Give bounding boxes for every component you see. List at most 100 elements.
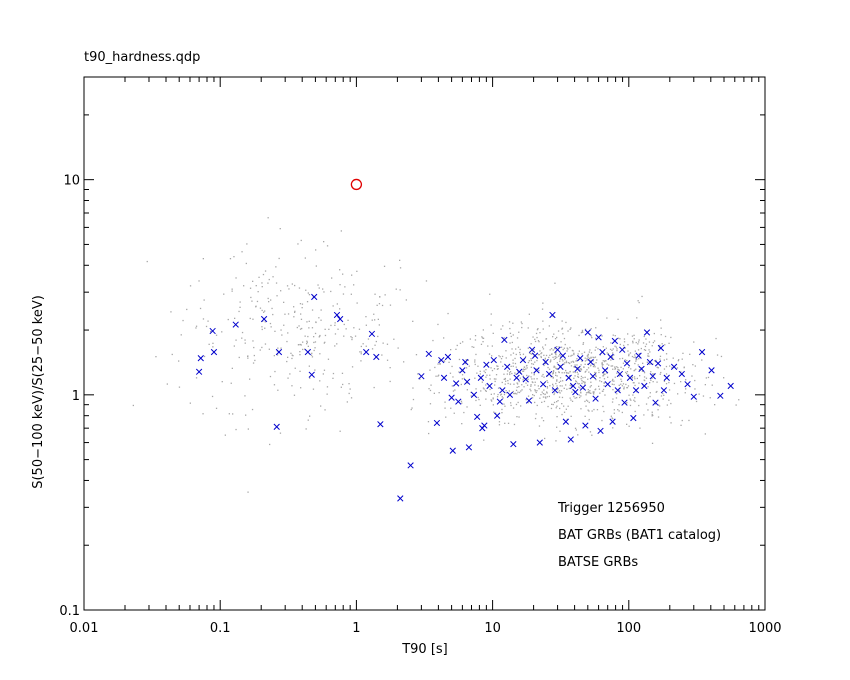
- batse-point: [343, 323, 345, 326]
- batse-point: [586, 369, 588, 371]
- batse-point: [551, 353, 553, 355]
- batse-point: [462, 341, 464, 343]
- batse-point: [577, 383, 580, 385]
- batse-point: [480, 390, 482, 392]
- bat-point-stroke: [551, 387, 559, 394]
- batse-point: [294, 284, 296, 287]
- batse-point: [632, 340, 634, 342]
- batse-point: [647, 386, 649, 388]
- batse-point: [560, 380, 562, 382]
- batse-point: [484, 389, 487, 392]
- batse-point: [497, 368, 499, 370]
- bat-point-stroke: [698, 348, 706, 356]
- batse-point: [580, 408, 582, 410]
- batse-point: [553, 401, 556, 404]
- bat-point: [657, 344, 665, 352]
- batse-point: [247, 491, 249, 493]
- batse-point: [623, 341, 626, 343]
- batse-point: [649, 382, 651, 384]
- batse-point: [590, 360, 592, 362]
- batse-point: [195, 325, 198, 327]
- batse-point: [655, 359, 657, 362]
- batse-point: [234, 317, 236, 319]
- batse-point: [261, 326, 263, 328]
- batse-point: [573, 366, 575, 368]
- bat-point: [592, 395, 599, 402]
- batse-point: [520, 405, 522, 407]
- batse-point: [637, 300, 639, 302]
- batse-point: [425, 280, 428, 282]
- batse-point: [230, 382, 232, 384]
- batse-point: [630, 399, 632, 401]
- batse-point: [575, 360, 577, 362]
- batse-point: [681, 358, 683, 360]
- batse-point: [437, 363, 439, 365]
- bat-point-stroke: [455, 398, 462, 405]
- bat-point: [708, 367, 715, 374]
- batse-point: [221, 381, 223, 383]
- batse-point: [593, 357, 595, 359]
- batse-point: [668, 381, 670, 384]
- batse-point: [494, 380, 496, 383]
- batse-point: [198, 280, 200, 282]
- batse-point: [546, 386, 548, 388]
- batse-point: [584, 371, 586, 373]
- batse-point: [593, 391, 595, 393]
- batse-point: [354, 335, 357, 337]
- batse-point: [523, 366, 525, 368]
- batse-point: [563, 337, 566, 340]
- batse-point: [670, 402, 672, 405]
- bat-point-stroke: [652, 399, 659, 406]
- batse-point: [360, 345, 362, 348]
- batse-point: [638, 353, 641, 355]
- batse-point: [578, 334, 580, 337]
- batse-point: [663, 359, 665, 361]
- bat-point-stroke: [607, 353, 614, 361]
- batse-point: [544, 357, 546, 359]
- bat-point: [516, 368, 523, 375]
- batse-point: [563, 411, 566, 413]
- batse-point: [652, 373, 654, 375]
- batse-point: [588, 391, 590, 393]
- batse-point: [609, 348, 612, 350]
- batse-point: [512, 322, 514, 324]
- batse-point: [517, 383, 519, 385]
- batse-point: [311, 352, 313, 354]
- batse-point: [618, 384, 620, 386]
- batse-point: [562, 360, 564, 362]
- batse-point: [296, 326, 298, 329]
- batse-point: [642, 362, 644, 364]
- batse-point: [512, 362, 514, 364]
- batse-point: [557, 330, 560, 332]
- batse-point: [638, 358, 640, 360]
- batse-point: [313, 336, 315, 338]
- batse-point: [582, 331, 584, 333]
- batse-point: [496, 365, 498, 367]
- x-tick-label: 0.01: [70, 621, 99, 636]
- batse-point: [528, 360, 530, 362]
- batse-point: [291, 283, 293, 285]
- batse-point: [629, 398, 631, 400]
- batse-point: [627, 374, 630, 376]
- batse-point: [540, 394, 542, 396]
- batse-point: [231, 288, 233, 290]
- batse-point: [251, 300, 253, 302]
- bat-point-stroke: [337, 315, 344, 323]
- batse-point: [314, 369, 316, 371]
- batse-point: [556, 356, 558, 358]
- batse-point: [590, 381, 592, 383]
- batse-point: [556, 385, 558, 387]
- batse-point: [570, 399, 572, 401]
- batse-point: [309, 415, 311, 417]
- batse-point: [618, 390, 621, 392]
- bat-point: [528, 346, 536, 353]
- batse-point: [582, 343, 584, 345]
- batse-point: [261, 346, 263, 349]
- batse-point: [542, 302, 544, 304]
- batse-point: [356, 302, 358, 304]
- batse-point: [239, 301, 241, 303]
- batse-point: [576, 364, 578, 366]
- batse-point: [479, 373, 481, 375]
- batse-point: [509, 378, 511, 380]
- batse-point: [662, 392, 664, 395]
